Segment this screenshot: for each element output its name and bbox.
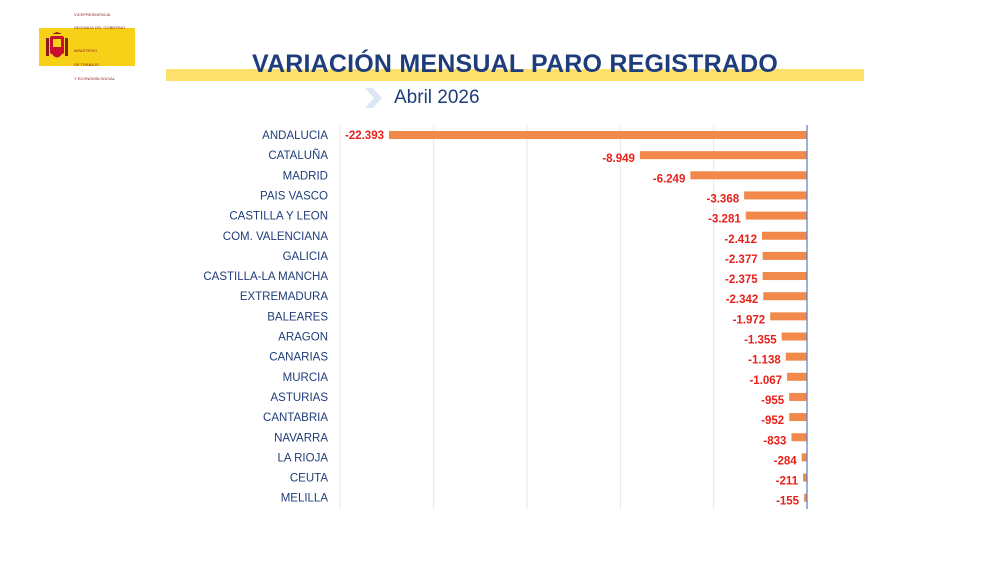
data-label: -3.281 — [708, 214, 741, 226]
bar — [745, 211, 807, 220]
bar — [744, 191, 807, 200]
page-title: VARIACIÓN MENSUAL PARO REGISTRADO — [251, 50, 779, 78]
data-label: -284 — [774, 455, 798, 467]
data-label: -1.067 — [749, 375, 782, 387]
data-label: -3.368 — [707, 193, 740, 205]
category-label: LA RIOJA — [278, 452, 329, 464]
bar — [791, 433, 807, 442]
bar — [785, 352, 807, 361]
category-label: MURCIA — [283, 372, 329, 384]
subtitle-row: Abril 2026 — [362, 86, 480, 110]
category-label: MELILLA — [281, 493, 329, 505]
bar — [761, 231, 807, 240]
category-label: ASTURIAS — [270, 392, 328, 404]
data-label: -6.249 — [653, 173, 686, 185]
bar — [801, 453, 807, 462]
bar — [781, 332, 807, 341]
bar — [763, 292, 807, 301]
government-logo: VICEPRESIDENCIA SEGUNDA DEL GOBIERNO MIN… — [39, 12, 135, 80]
bar — [789, 392, 807, 401]
bar — [762, 251, 807, 260]
data-label: -1.138 — [748, 355, 781, 367]
data-label: -2.375 — [725, 274, 758, 286]
category-label: NAVARRA — [274, 432, 328, 444]
category-label: CASTILLA Y LEON — [229, 211, 328, 223]
category-label: ARAGON — [278, 332, 328, 344]
bar — [770, 312, 807, 321]
category-label: CANARIAS — [269, 352, 328, 364]
data-label: -22.393 — [345, 130, 384, 142]
data-label: -1.972 — [733, 314, 766, 326]
bar — [639, 151, 807, 160]
data-label: -955 — [761, 395, 785, 407]
data-label: -211 — [776, 476, 799, 488]
category-label: PAIS VASCO — [260, 190, 328, 202]
bar — [803, 473, 807, 482]
category-label: MADRID — [283, 170, 328, 182]
category-label: CEUTA — [290, 473, 328, 485]
data-label: -2.342 — [726, 294, 759, 306]
bar — [389, 131, 807, 139]
bar — [762, 272, 807, 281]
category-label: ANDALUCIA — [262, 130, 328, 142]
data-label: -155 — [776, 496, 800, 508]
chevron-right-icon — [365, 88, 382, 108]
coat-of-arms-icon — [46, 32, 68, 58]
data-label: -2.412 — [724, 234, 757, 246]
subtitle: Abril 2026 — [394, 87, 480, 108]
category-label: CASTILLA-LA MANCHA — [203, 271, 328, 283]
category-label: COM. VALENCIANA — [223, 231, 329, 243]
bar — [690, 171, 807, 180]
bar — [787, 372, 807, 381]
category-label: CATALUÑA — [268, 149, 328, 162]
data-label: -952 — [761, 415, 784, 427]
data-label: -8.949 — [602, 153, 635, 165]
category-label: CANTABRIA — [263, 412, 328, 424]
category-label: GALICIA — [283, 251, 329, 263]
data-label: -2.377 — [725, 254, 758, 266]
bar — [789, 413, 807, 422]
data-label: -1.355 — [744, 335, 777, 347]
category-label: BALEARES — [267, 311, 328, 323]
ministry-text: VICEPRESIDENCIA SEGUNDA DEL GOBIERNO MIN… — [74, 11, 125, 81]
title-highlight-bar — [166, 69, 864, 81]
data-label: -833 — [763, 435, 786, 447]
category-label: EXTREMADURA — [240, 291, 329, 303]
bar — [804, 493, 807, 502]
